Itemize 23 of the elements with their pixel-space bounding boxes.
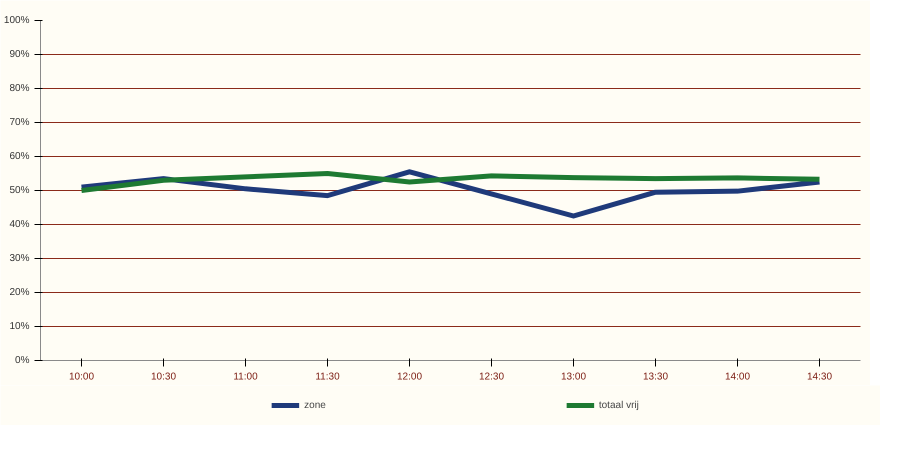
x-tick-label: 12:30 xyxy=(478,372,504,382)
x-tick-label: 13:30 xyxy=(642,372,668,382)
y-tick-label: 20% xyxy=(9,287,30,298)
y-tick-label: 10% xyxy=(9,321,30,332)
legend-label: zone xyxy=(304,400,326,410)
y-tick-label: 100% xyxy=(4,15,30,26)
x-tick-label: 10:30 xyxy=(150,372,176,382)
y-tick-label: 0% xyxy=(15,355,30,366)
y-tick-label: 40% xyxy=(9,219,30,230)
x-tick-label: 13:00 xyxy=(560,372,586,382)
y-tick-label: 70% xyxy=(9,117,30,128)
x-tick-label: 11:00 xyxy=(233,372,258,382)
x-tick-label: 10:00 xyxy=(68,372,94,382)
y-tick-label: 90% xyxy=(9,49,30,60)
y-tick-label: 80% xyxy=(9,83,30,94)
y-tick-label: 30% xyxy=(9,253,30,264)
x-tick-label: 11:30 xyxy=(315,372,340,382)
x-tick-label: 14:30 xyxy=(806,372,832,382)
legend-label: totaal vrij xyxy=(598,400,639,410)
y-tick-label: 50% xyxy=(9,185,30,196)
x-tick-label: 12:00 xyxy=(396,372,422,382)
x-tick-label: 14:00 xyxy=(724,372,750,382)
y-tick-label: 60% xyxy=(9,151,30,162)
